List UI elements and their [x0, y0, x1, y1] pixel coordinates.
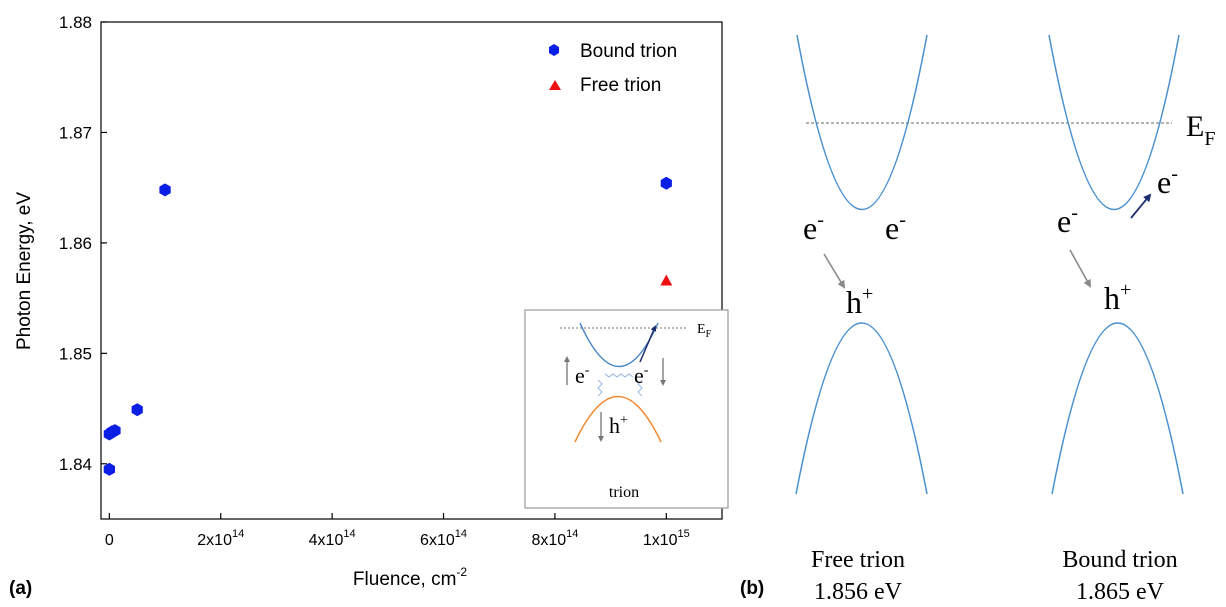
x-tick-label: 4x1014 [309, 528, 356, 549]
free-trion-valence-band [795, 322, 928, 495]
free-trion-point [660, 274, 673, 286]
bound-trion-electron: e- [1057, 202, 1078, 239]
bound-trion-conduction-band [1048, 34, 1180, 210]
inset-electron-escape-arrow [639, 325, 657, 363]
data-points [103, 176, 673, 476]
y-tick-label: 1.84 [59, 455, 92, 474]
x-tick-label: 8x1014 [531, 528, 578, 549]
legend-entry-free-trion: Free trion [549, 75, 661, 96]
y-tick-label: 1.88 [59, 13, 92, 32]
bound-trion-electron-escape-arrow [1130, 193, 1152, 219]
bound-trion-valence-band [1051, 322, 1184, 495]
legend-marker-bound-trion [549, 44, 559, 56]
free-trion-diagram: e- e- h+ Free trion 1.856 eV [795, 34, 928, 605]
y-tick-label: 1.87 [59, 123, 92, 142]
x-axis-label: Fluence, cm-2 [353, 565, 467, 590]
bound-trion-escaped-electron: e- [1157, 163, 1178, 200]
band-diagram-panel-b: EF e- e- h+ Free trion 1.856 eV e- e- h+… [740, 34, 1215, 605]
x-axis: 0 2x1014 4x1014 6x1014 8x1014 1x1015 [105, 513, 690, 549]
bound-trion-recombination-arrow [1069, 249, 1091, 288]
panel-label-a: (a) [9, 578, 32, 599]
x-tick-label: 2x1014 [197, 528, 244, 549]
legend-label-bound-trion: Bound trion [580, 41, 677, 62]
free-trion-electron-left: e- [803, 209, 824, 246]
y-axis-label: Photon Energy, eV [14, 192, 35, 350]
panel-label-b: (b) [740, 578, 764, 599]
legend-entry-bound-trion: Bound trion [549, 41, 677, 62]
inset-hole: h+ [609, 413, 628, 438]
inset-valence-band [574, 396, 662, 443]
inset-frame [524, 309, 729, 509]
free-trion-name: Free trion [811, 547, 905, 573]
bound-trion-point [660, 176, 672, 190]
x-tick-label: 6x1014 [420, 528, 467, 549]
inset-binding-wiggle [597, 373, 643, 397]
y-axis: 1.84 1.85 1.86 1.87 1.88 [59, 13, 107, 474]
fermi-level-label: EF [1186, 110, 1215, 150]
bound-trion-point [109, 424, 121, 438]
bound-trion-point [159, 183, 171, 197]
free-trion-recombination-arrow [823, 253, 846, 289]
y-tick-label: 1.85 [59, 344, 92, 363]
legend-label-free-trion: Free trion [580, 75, 661, 96]
free-trion-electron-right: e- [885, 209, 906, 246]
x-tick-label: 1x1015 [643, 528, 690, 549]
legend: Bound trion Free trion [549, 41, 677, 96]
inset-electron-left: e- [575, 363, 590, 388]
bound-trion-diagram: e- e- h+ Bound trion 1.865 eV [1048, 34, 1184, 605]
inset-trion-diagram: EF e- e- h+ trion [524, 309, 729, 509]
free-trion-conduction-band [796, 34, 928, 210]
inset-fermi-label: EF [697, 322, 712, 340]
bound-trion-point [131, 403, 143, 417]
bound-trion-hole: h+ [1104, 279, 1131, 316]
chart-panel-a: 1.84 1.85 1.86 1.87 1.88 0 2x1014 4x1014 6x1014… [9, 13, 729, 599]
bound-trion-energy: 1.865 eV [1076, 579, 1165, 605]
inset-electron-right: e- [634, 363, 649, 388]
free-trion-energy: 1.856 eV [814, 579, 903, 605]
bound-trion-point [103, 462, 115, 476]
bound-trion-name: Bound trion [1062, 547, 1177, 573]
legend-marker-free-trion [549, 80, 561, 90]
plot-frame [100, 21, 723, 520]
y-tick-label: 1.86 [59, 234, 92, 253]
x-tick-label: 0 [105, 532, 114, 549]
inset-caption: trion [609, 484, 639, 501]
free-trion-hole: h+ [846, 283, 873, 320]
